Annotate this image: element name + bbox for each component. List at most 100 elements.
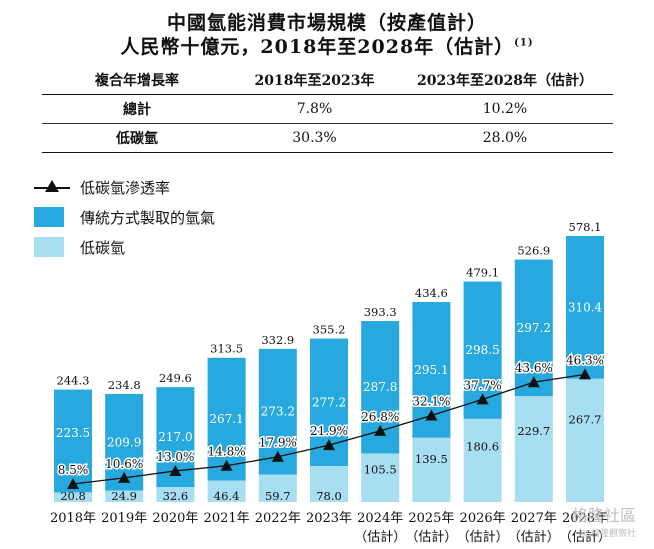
cagr-header-period2: 2023年至2028年（估計） [397, 66, 613, 95]
x-tick-label: 2025年 [408, 511, 454, 526]
total-label: 526.9 [517, 244, 550, 258]
chart-title-line2: 人民幣十億元，2018年至2028年（估計）(1) [0, 32, 654, 59]
low-carbon-value-label: 24.9 [111, 489, 137, 503]
bar-low-carbon [105, 490, 144, 502]
bar-low-carbon [156, 486, 195, 502]
traditional-value-label: 273.2 [261, 405, 295, 419]
total-label: 332.9 [261, 333, 294, 347]
low-carbon-value-label: 229.7 [517, 424, 550, 438]
legend-line-triangle-icon [34, 177, 70, 197]
penetration-label: 21.9% [310, 424, 348, 438]
legend-label: 傳統方式製取的氫氣 [80, 208, 216, 227]
cagr-value: 30.3% [232, 123, 397, 153]
traditional-value-label: 287.8 [363, 380, 397, 394]
x-tick-label: 2027年 [511, 511, 557, 526]
low-carbon-value-label: 46.4 [214, 489, 240, 503]
total-label: 578.1 [569, 220, 602, 234]
watermark-sub: @ 格隆觀察社 [579, 529, 636, 539]
total-label: 479.1 [466, 266, 499, 280]
traditional-value-label: 298.5 [465, 343, 499, 357]
bar-low-carbon [361, 453, 400, 502]
x-tick-sublabel: （估計） [559, 529, 611, 545]
low-carbon-value-label: 78.0 [316, 489, 342, 503]
cagr-row-label: 總計 [42, 94, 232, 124]
cagr-value: 10.2% [397, 94, 613, 124]
x-tick-label: 2023年 [306, 511, 352, 526]
x-tick-label: 2026年 [460, 511, 506, 526]
penetration-marker [476, 393, 489, 405]
x-tick-label: 2019年 [101, 511, 147, 526]
legend-item-penetration: 低碳氫滲透率 [34, 172, 215, 202]
traditional-value-label: 209.9 [107, 435, 141, 449]
traditional-value-label: 295.1 [414, 363, 448, 377]
penetration-marker [118, 471, 131, 483]
x-tick-sublabel: （估計） [508, 529, 560, 545]
low-carbon-value-label: 32.6 [163, 489, 189, 503]
traditional-value-label: 217.0 [158, 430, 192, 444]
legend-label: 低碳氫 [80, 238, 126, 257]
low-carbon-value-label: 59.7 [265, 489, 291, 503]
legend-swatch-traditional [34, 207, 64, 227]
low-carbon-value-label: 139.5 [415, 452, 448, 466]
penetration-marker [67, 478, 79, 489]
penetration-marker [527, 376, 540, 388]
cagr-row-low-carbon: 低碳氫 30.3% 28.0% [42, 123, 613, 153]
total-label: 313.5 [210, 342, 243, 356]
chart-legend: 低碳氫滲透率 傳統方式製取的氫氣 低碳氫 [34, 172, 215, 262]
bar-low-carbon [412, 437, 451, 502]
cagr-header-period1: 2018年至2023年 [232, 66, 397, 95]
x-tick-sublabel: （估計） [457, 529, 509, 545]
penetration-marker [425, 409, 438, 421]
total-label: 355.2 [313, 323, 346, 337]
watermark-main: 格隆社區 [571, 506, 636, 525]
penetration-label: 13.0% [156, 450, 194, 464]
penetration-marker [169, 464, 182, 476]
traditional-value-label: 223.5 [56, 426, 90, 440]
traditional-value-label: 277.2 [312, 395, 346, 409]
x-tick-label: 2028年 [562, 511, 608, 526]
low-carbon-value-label: 180.6 [466, 439, 499, 453]
cagr-header-label: 複合年增長率 [42, 66, 232, 95]
footnote-marker: (1) [514, 37, 534, 49]
penetration-marker [323, 439, 335, 451]
bar-traditional [54, 389, 92, 493]
total-label: 244.3 [57, 374, 90, 388]
cagr-value: 28.0% [397, 123, 613, 153]
cagr-value: 7.8% [232, 94, 397, 124]
x-tick-sublabel: （估計） [354, 529, 406, 545]
bar-low-carbon [207, 480, 246, 502]
low-carbon-value-label: 105.5 [364, 462, 397, 476]
penetration-marker [579, 368, 591, 380]
x-tick-label: 2021年 [204, 511, 250, 526]
traditional-value-label: 310.4 [568, 300, 603, 314]
penetration-marker [271, 450, 284, 462]
bar-low-carbon [310, 466, 348, 502]
bar-low-carbon [258, 474, 297, 502]
x-tick-label: 2024年 [357, 511, 403, 526]
bar-low-carbon [514, 396, 553, 502]
legend-item-traditional: 傳統方式製取的氫氣 [34, 202, 215, 232]
legend-item-low-carbon: 低碳氫 [34, 232, 215, 262]
bar-low-carbon [463, 418, 502, 502]
x-tick-label: 2020年 [152, 511, 198, 526]
x-tick-sublabel: （估計） [405, 529, 457, 545]
total-label: 249.6 [159, 371, 192, 385]
penetration-label: 43.6% [515, 361, 553, 375]
legend-label: 低碳氫滲透率 [80, 178, 171, 197]
penetration-label: 26.8% [361, 410, 399, 424]
total-label: 393.3 [364, 305, 397, 319]
penetration-label: 17.9% [259, 436, 297, 450]
watermark: 格隆社區 @ 格隆觀察社 [572, 502, 636, 539]
bar-traditional [514, 259, 553, 397]
bar-traditional [566, 236, 604, 379]
chart-title-line2-text: 人民幣十億元，2018年至2028年（估計） [120, 36, 515, 58]
cagr-row-total: 總計 7.8% 10.2% [42, 94, 613, 124]
total-label: 434.6 [415, 286, 448, 300]
traditional-value-label: 297.2 [517, 321, 551, 335]
penetration-label: 10.6% [105, 457, 143, 471]
low-carbon-value-label: 267.7 [569, 412, 602, 426]
penetration-label: 37.7% [464, 378, 502, 392]
total-label: 234.8 [108, 378, 141, 392]
cagr-row-label: 低碳氫 [42, 123, 232, 153]
